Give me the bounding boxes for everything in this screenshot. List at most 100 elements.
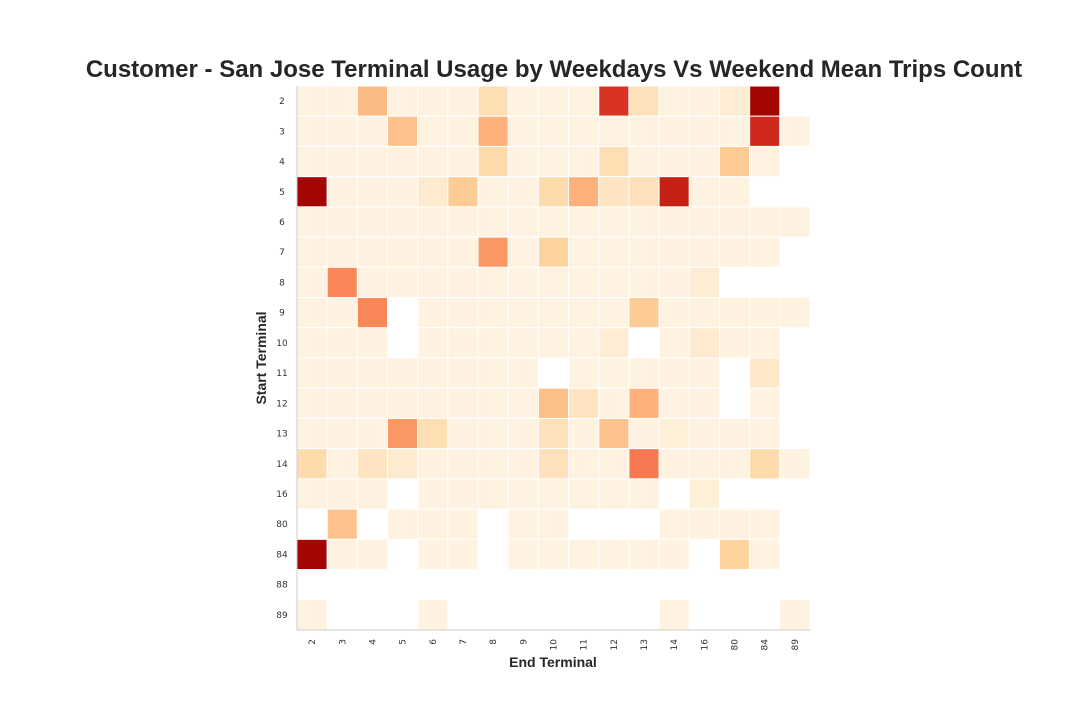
heatmap-cell xyxy=(658,236,690,268)
heatmap-cell xyxy=(447,145,479,178)
heatmap-cell xyxy=(598,85,630,117)
heatmap-cell xyxy=(326,145,358,178)
heatmap-cell xyxy=(658,538,690,571)
heatmap-cell xyxy=(688,417,720,450)
heatmap-cell xyxy=(356,115,389,147)
heatmap-cell xyxy=(356,417,389,450)
x-tick-label: 13 xyxy=(640,639,650,650)
heatmap-cell xyxy=(417,448,449,480)
heatmap-cell xyxy=(417,417,449,450)
heatmap-cell xyxy=(658,145,690,178)
heatmap-cell xyxy=(598,387,630,419)
heatmap-cell xyxy=(507,357,539,389)
heatmap-cell xyxy=(537,478,570,510)
heatmap-cell xyxy=(417,297,449,329)
heatmap-cell xyxy=(326,448,358,480)
x-tick-label: 7 xyxy=(459,639,469,645)
x-tick-label: 84 xyxy=(761,639,771,651)
heatmap-cell xyxy=(507,236,539,268)
heatmap-cell xyxy=(417,387,449,419)
heatmap-cell xyxy=(326,206,358,238)
heatmap-cell xyxy=(447,297,479,329)
heatmap-cell xyxy=(537,236,570,268)
x-tick-label: 9 xyxy=(519,639,529,645)
y-tick-label: 12 xyxy=(276,399,287,409)
heatmap-cell xyxy=(658,266,690,299)
heatmap-cell xyxy=(417,266,449,299)
heatmap-cell xyxy=(507,297,539,329)
heatmap-cell xyxy=(718,145,751,178)
heatmap-cell xyxy=(417,478,449,510)
heatmap-cell xyxy=(628,85,660,117)
heatmap-cell xyxy=(417,599,449,631)
heatmap-cell xyxy=(658,508,690,540)
heatmap-cell xyxy=(628,297,660,329)
heatmap-cell xyxy=(507,448,539,480)
x-axis-label: End Terminal xyxy=(509,654,597,670)
heatmap-cell xyxy=(598,327,630,359)
x-tick-labels: 2 3 4 5 6 7 8 9 10 11 12 13 14 16 80 84 89 xyxy=(308,639,801,651)
heatmap-cell xyxy=(718,448,751,480)
heatmap-cell xyxy=(387,206,419,238)
heatmap-cell xyxy=(477,176,509,208)
heatmap-cell xyxy=(658,599,690,631)
heatmap-cell xyxy=(628,266,660,299)
heatmap-cell xyxy=(537,448,570,480)
heatmap-cell xyxy=(568,297,600,329)
y-tick-label: 2 xyxy=(279,97,285,107)
y-tick-label: 84 xyxy=(276,550,288,560)
heatmap-cell xyxy=(387,176,419,208)
y-tick-label: 4 xyxy=(279,158,285,168)
heatmap-cell xyxy=(749,297,781,329)
heatmap-cell xyxy=(507,538,539,571)
heatmap-cell xyxy=(356,85,389,117)
heatmap-cell xyxy=(628,448,660,480)
heatmap-cell xyxy=(688,236,720,268)
heatmap-cell xyxy=(688,145,720,178)
x-tick-label: 89 xyxy=(791,639,801,651)
heatmap-cell xyxy=(779,115,811,147)
heatmap-cell xyxy=(507,85,539,117)
y-tick-label: 80 xyxy=(276,520,288,530)
heatmap-cell xyxy=(658,417,690,450)
heatmap-cell xyxy=(598,206,630,238)
heatmap-cell xyxy=(749,145,781,178)
heatmap-cell xyxy=(387,508,419,540)
heatmap-cell xyxy=(568,538,600,571)
heatmap-cell xyxy=(628,538,660,571)
heatmap-cell xyxy=(628,387,660,419)
heatmap-cell xyxy=(718,236,751,268)
heatmap-cell xyxy=(598,176,630,208)
heatmap-cell xyxy=(568,85,600,117)
heatmap-cell xyxy=(477,85,509,117)
heatmap-cell xyxy=(598,266,630,299)
heatmap-cell xyxy=(598,357,630,389)
heatmap-cell xyxy=(688,115,720,147)
heatmap-cell xyxy=(628,417,660,450)
y-tick-label: 14 xyxy=(276,460,288,470)
heatmap-cell xyxy=(507,478,539,510)
heatmap-cell xyxy=(507,508,539,540)
heatmap-cell xyxy=(417,206,449,238)
heatmap-cell xyxy=(749,115,781,147)
heatmap-cell xyxy=(447,85,479,117)
heatmap-cell xyxy=(718,297,751,329)
heatmap-cell xyxy=(507,417,539,450)
heatmap-cell xyxy=(356,266,389,299)
heatmap-cell xyxy=(356,297,389,329)
heatmap-cell xyxy=(356,327,389,359)
heatmap-cell xyxy=(387,448,419,480)
heatmap-cell xyxy=(598,417,630,450)
heatmap-cell xyxy=(779,206,811,238)
heatmap-cell xyxy=(477,266,509,299)
heatmap-cell xyxy=(296,538,328,571)
heatmap-cell xyxy=(326,236,358,268)
x-tick-label: 14 xyxy=(670,639,680,651)
heatmap-cell xyxy=(749,85,781,117)
heatmap-cell xyxy=(537,85,570,117)
heatmap-cell xyxy=(688,206,720,238)
heatmap-cell xyxy=(749,417,781,450)
heatmap-cell xyxy=(447,508,479,540)
heatmap-cell xyxy=(779,297,811,329)
